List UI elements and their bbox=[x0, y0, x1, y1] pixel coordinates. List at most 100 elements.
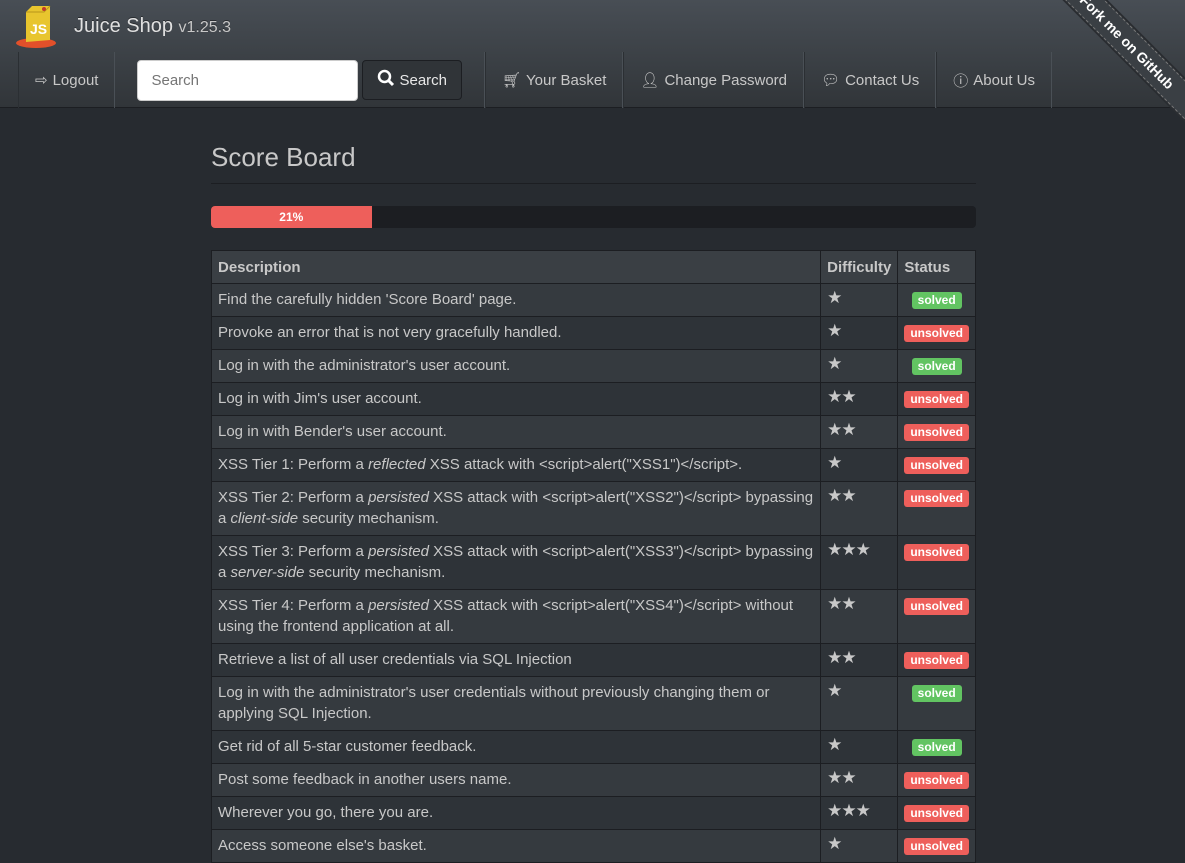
status-cell: unsolved bbox=[897, 535, 976, 590]
description-text: XSS attack with <script>alert("XSS4")</s… bbox=[218, 597, 794, 635]
table-row: Retrieve a list of all user credentials … bbox=[210, 643, 976, 677]
about-link[interactable]: ⓘ About Us bbox=[936, 52, 1052, 108]
star-icon: ★ bbox=[827, 735, 842, 754]
table-row: Find the carefully hidden 'Score Board' … bbox=[210, 283, 976, 317]
contact-link[interactable]: 💬︎ Contact Us bbox=[804, 52, 937, 108]
basket-link[interactable]: 🛒︎ Your Basket bbox=[485, 52, 624, 108]
challenge-description: XSS Tier 4: Perform a persisted XSS atta… bbox=[210, 589, 822, 644]
github-ribbon[interactable]: Fork me on GitHub bbox=[1039, 0, 1185, 130]
status-cell: solved bbox=[897, 349, 976, 383]
challenge-description: Log in with Jim's user account. bbox=[210, 382, 822, 416]
star-icon: ★ bbox=[827, 594, 842, 613]
status-cell: solved bbox=[897, 283, 976, 317]
star-icon: ★ bbox=[841, 420, 856, 439]
description-text: XSS Tier 1: Perform a bbox=[218, 456, 369, 473]
challenge-description: Post some feedback in another users name… bbox=[210, 763, 822, 797]
app-name: Juice Shop v1.25.3 bbox=[74, 14, 232, 37]
table-row: XSS Tier 1: Perform a reflected XSS atta… bbox=[210, 448, 976, 482]
star-icon: ★ bbox=[841, 768, 856, 787]
progress-fill: 21% bbox=[211, 206, 372, 228]
status-badge: unsolved bbox=[904, 424, 969, 441]
difficulty-stars: ★ bbox=[820, 349, 899, 383]
challenge-description: Retrieve a list of all user credentials … bbox=[210, 643, 822, 677]
description-text: Log in with Jim's user account. bbox=[218, 390, 422, 407]
challenge-description: Get rid of all 5-star customer feedback. bbox=[210, 730, 822, 764]
difficulty-stars: ★ bbox=[820, 829, 899, 863]
status-cell: unsolved bbox=[897, 316, 976, 350]
challenge-description: XSS Tier 2: Perform a persisted XSS atta… bbox=[210, 481, 822, 536]
difficulty-stars: ★★ bbox=[820, 382, 899, 416]
status-badge: unsolved bbox=[904, 325, 969, 342]
challenge-description: Provoke an error that is not very gracef… bbox=[210, 316, 822, 350]
difficulty-stars: ★★ bbox=[820, 415, 899, 449]
status-cell: unsolved bbox=[897, 589, 976, 644]
description-text: persisted bbox=[368, 489, 429, 506]
description-text: XSS attack with <script>alert("XSS1")</s… bbox=[425, 456, 743, 473]
description-text: XSS attack with <script>alert("XSS2")</s… bbox=[218, 489, 814, 527]
star-icon: ★ bbox=[841, 486, 856, 505]
description-text: Log in with Bender's user account. bbox=[218, 423, 447, 440]
description-text: client-side bbox=[230, 510, 299, 527]
search-button[interactable]: Search bbox=[362, 60, 462, 100]
status-cell: unsolved bbox=[897, 796, 976, 830]
logout-link[interactable]: ⇨ Logout bbox=[18, 52, 116, 108]
table-row: XSS Tier 3: Perform a persisted XSS atta… bbox=[210, 535, 976, 590]
header-description: Description bbox=[210, 250, 822, 284]
star-icon: ★ bbox=[841, 648, 856, 667]
description-text: Find the carefully hidden 'Score Board' … bbox=[218, 291, 517, 308]
challenges-table: Description Difficulty Status Find the c… bbox=[210, 250, 976, 863]
description-text: server-side bbox=[230, 564, 305, 581]
change-password-link[interactable]: 👤︎ Change Password bbox=[623, 52, 805, 108]
contact-label: Contact Us bbox=[845, 71, 920, 89]
main-nav: ⇨Logout Search 🛒︎Your Basket 👤︎Change Pa… bbox=[18, 52, 1052, 108]
status-cell: unsolved bbox=[897, 382, 976, 416]
status-badge: unsolved bbox=[904, 457, 969, 474]
logout-label: Logout bbox=[52, 71, 99, 89]
description-text: Provoke an error that is not very gracef… bbox=[218, 324, 562, 341]
info-icon: ⓘ bbox=[953, 72, 969, 90]
description-text: security mechanism. bbox=[298, 510, 439, 527]
table-row: Get rid of all 5-star customer feedback.… bbox=[210, 730, 976, 764]
svg-text:JS: JS bbox=[30, 21, 47, 37]
difficulty-stars: ★★ bbox=[820, 589, 899, 644]
score-board: Score Board 21% Description Difficulty S… bbox=[210, 108, 976, 863]
difficulty-stars: ★ bbox=[820, 283, 899, 317]
description-text: XSS Tier 2: Perform a bbox=[218, 489, 369, 506]
challenge-description: Access someone else's basket. bbox=[210, 829, 822, 863]
star-icon: ★ bbox=[841, 540, 856, 559]
search-icon bbox=[377, 69, 395, 91]
star-icon: ★ bbox=[827, 834, 842, 853]
star-icon: ★ bbox=[827, 321, 842, 340]
challenge-description: XSS Tier 1: Perform a reflected XSS atta… bbox=[210, 448, 822, 482]
status-cell: unsolved bbox=[897, 763, 976, 797]
table-row: Access someone else's basket. ★ unsolved bbox=[210, 829, 976, 863]
difficulty-stars: ★★★ bbox=[820, 535, 899, 590]
search-input[interactable] bbox=[137, 59, 359, 101]
description-text: Post some feedback in another users name… bbox=[218, 771, 512, 788]
star-icon: ★ bbox=[827, 387, 842, 406]
table-row: XSS Tier 4: Perform a persisted XSS atta… bbox=[210, 589, 976, 644]
basket-label: Your Basket bbox=[526, 71, 607, 89]
table-row: Post some feedback in another users name… bbox=[210, 763, 976, 797]
user-secret-icon: 👤︎ bbox=[640, 72, 660, 89]
brand[interactable]: JS Juice Shop v1.25.3 bbox=[14, 4, 231, 48]
table-row: Wherever you go, there you are. ★★★ unsolv… bbox=[210, 796, 976, 830]
star-icon: ★ bbox=[827, 354, 842, 373]
shopping-cart-icon: 🛒︎ bbox=[502, 72, 522, 89]
status-cell: unsolved bbox=[897, 481, 976, 536]
status-badge: unsolved bbox=[904, 490, 969, 507]
status-cell: unsolved bbox=[897, 448, 976, 482]
status-badge: unsolved bbox=[904, 838, 969, 855]
description-text: Log in with the administrator's user acc… bbox=[218, 357, 511, 374]
description-text: Retrieve a list of all user credentials … bbox=[218, 651, 572, 668]
star-icon: ★ bbox=[855, 540, 871, 559]
status-cell: unsolved bbox=[897, 829, 976, 863]
star-icon: ★ bbox=[841, 387, 856, 406]
status-badge: unsolved bbox=[904, 772, 969, 789]
status-badge: unsolved bbox=[904, 391, 969, 408]
search-form: Search bbox=[115, 52, 485, 108]
status-cell: unsolved bbox=[897, 415, 976, 449]
status-badge: unsolved bbox=[904, 805, 969, 822]
description-text: XSS Tier 4: Perform a bbox=[218, 597, 369, 614]
star-icon: ★ bbox=[855, 801, 871, 820]
